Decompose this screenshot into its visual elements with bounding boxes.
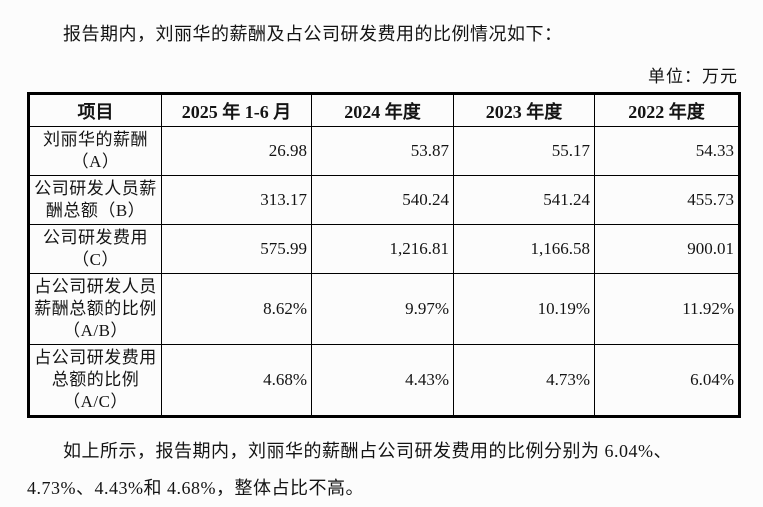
header-item: 项目 (28, 93, 162, 127)
header-period-2025: 2025 年 1-6 月 (161, 93, 312, 127)
cell-value: 1,216.81 (311, 224, 454, 274)
cell-value: 9.97% (311, 273, 454, 345)
cell-value: 10.19% (453, 273, 595, 345)
document-page: 报告期内，刘丽华的薪酬及占公司研发费用的比例情况如下： 单位：万元 项目 202… (27, 24, 741, 498)
cell-value: 4.73% (453, 344, 595, 417)
cell-value: 900.01 (594, 224, 740, 274)
table-row-rd-staff-salary-b: 公司研发人员薪 酬总额（B） 313.17 540.24 541.24 455.… (28, 175, 740, 225)
header-period-2022: 2022 年度 (594, 93, 740, 127)
table-header-row: 项目 2025 年 1-6 月 2024 年度 2023 年度 2022 年度 (28, 93, 740, 127)
unit-label: 单位：万元 (648, 67, 738, 86)
cell-value: 55.17 (453, 126, 595, 176)
row-label: 公司研发人员薪 酬总额（B） (28, 175, 162, 225)
cell-value: 540.24 (311, 175, 454, 225)
cell-value: 8.62% (161, 273, 312, 345)
cell-value: 313.17 (161, 175, 312, 225)
cell-value: 53.87 (311, 126, 454, 176)
footer-paragraph: 如上所示，报告期内，刘丽华的薪酬占公司研发费用的比例分别为 6.04%、4.73… (27, 441, 672, 498)
header-period-2023: 2023 年度 (453, 93, 595, 127)
salary-ratio-table: 项目 2025 年 1-6 月 2024 年度 2023 年度 2022 年度 … (27, 92, 741, 418)
cell-value: 6.04% (594, 344, 740, 417)
table-row-ratio-a-b: 占公司研发人员 薪酬总额的比例 （A/B） 8.62% 9.97% 10.19%… (28, 273, 740, 345)
row-label: 刘丽华的薪酬 （A） (28, 126, 162, 176)
cell-value: 11.92% (594, 273, 740, 345)
row-label: 占公司研发费用 总额的比例 （A/C） (28, 344, 162, 417)
cell-value: 1,166.58 (453, 224, 595, 274)
table-row-ratio-a-c: 占公司研发费用 总额的比例 （A/C） 4.68% 4.43% 4.73% 6.… (28, 344, 740, 417)
cell-value: 455.73 (594, 175, 740, 225)
cell-value: 26.98 (161, 126, 312, 176)
cell-value: 4.43% (311, 344, 454, 417)
cell-value: 575.99 (161, 224, 312, 274)
cell-value: 541.24 (453, 175, 595, 225)
table-row-salary-a: 刘丽华的薪酬 （A） 26.98 53.87 55.17 54.33 (28, 126, 740, 176)
row-label: 公司研发费用 （C） (28, 224, 162, 274)
intro-paragraph: 报告期内，刘丽华的薪酬及占公司研发费用的比例情况如下： (63, 24, 563, 44)
header-period-2024: 2024 年度 (311, 93, 454, 127)
row-label: 占公司研发人员 薪酬总额的比例 （A/B） (28, 273, 162, 345)
cell-value: 54.33 (594, 126, 740, 176)
table-row-rd-expense-c: 公司研发费用 （C） 575.99 1,216.81 1,166.58 900.… (28, 224, 740, 274)
cell-value: 4.68% (161, 344, 312, 417)
